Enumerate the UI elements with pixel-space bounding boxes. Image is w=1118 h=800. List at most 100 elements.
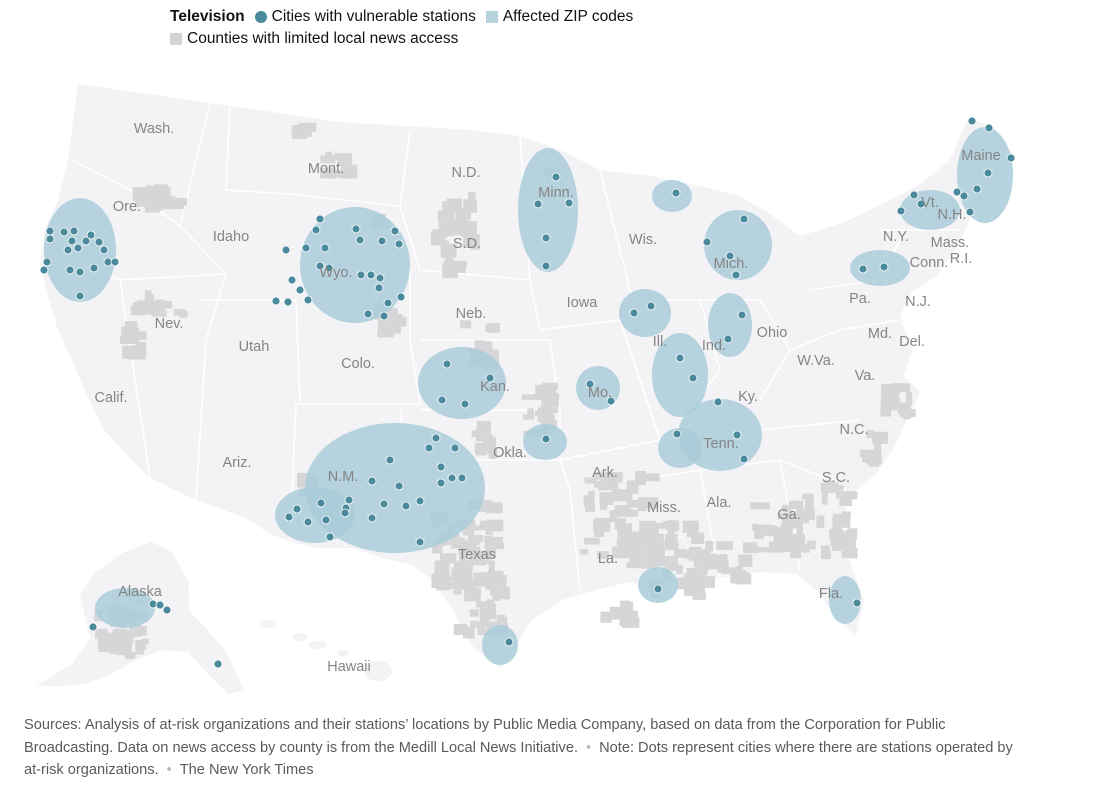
- city-dot: [99, 245, 109, 255]
- limited-county: [775, 527, 782, 536]
- limited-county: [103, 632, 118, 643]
- limited-county: [470, 620, 479, 628]
- city-dot: [896, 206, 906, 216]
- limited-county: [897, 402, 911, 414]
- limited-county: [807, 540, 816, 550]
- city-dot: [675, 353, 685, 363]
- city-dot: [325, 532, 335, 542]
- separator-dot-icon: •: [586, 739, 592, 756]
- limited-county: [297, 472, 308, 488]
- limited-county: [328, 170, 346, 178]
- us-map: Wash. Mont. N.D. Minn. Maine Ore. Idaho …: [36, 84, 1016, 694]
- limited-county: [291, 125, 308, 139]
- state-label: Iowa: [567, 295, 599, 311]
- limited-county: [527, 408, 534, 420]
- limited-county: [173, 309, 185, 316]
- limited-county: [872, 431, 888, 444]
- limited-county: [466, 578, 473, 592]
- limited-county: [460, 320, 472, 329]
- limited-county: [600, 611, 612, 623]
- limited-county: [157, 196, 175, 209]
- city-dot: [585, 379, 595, 389]
- city-dot: [271, 296, 281, 306]
- city-dot: [909, 190, 919, 200]
- sources-text: Sources: Analysis of at-risk organizatio…: [24, 717, 946, 756]
- city-dot: [672, 429, 682, 439]
- limited-county: [816, 515, 825, 528]
- limited-county: [386, 314, 403, 322]
- city-dot: [351, 224, 361, 234]
- city-dot: [42, 257, 52, 267]
- state-label: Mo.: [588, 385, 612, 401]
- legend-row-1: Television Cities with vulnerable statio…: [170, 6, 643, 28]
- city-dot: [401, 501, 411, 511]
- limited-county: [337, 154, 353, 165]
- limited-county: [135, 341, 147, 356]
- limited-county: [841, 547, 858, 559]
- limited-county: [820, 482, 839, 492]
- state-label: Wash.: [134, 121, 175, 137]
- city-dot: [281, 245, 291, 255]
- city-dot: [959, 191, 969, 201]
- city-dot: [315, 261, 325, 271]
- limited-county: [109, 640, 118, 654]
- limited-county: [803, 543, 810, 553]
- hawaii-islands: [260, 620, 392, 681]
- limited-county: [665, 523, 673, 530]
- limited-county: [479, 615, 490, 628]
- city-dot: [379, 311, 389, 321]
- limited-county: [124, 651, 136, 659]
- city-dot: [460, 399, 470, 409]
- limited-county: [598, 483, 612, 491]
- limited-county: [688, 547, 702, 561]
- limited-county: [434, 240, 447, 246]
- limited-county: [97, 635, 107, 648]
- legend-item-limited-news: Counties with limited local news access: [170, 28, 458, 50]
- limited-county: [453, 623, 468, 635]
- limited-county: [119, 647, 132, 654]
- city-dot: [629, 308, 639, 318]
- limited-county: [485, 502, 503, 514]
- state-label: W.Va.: [797, 353, 835, 369]
- state-label: N.D.: [452, 165, 481, 181]
- affected-zip-region: [95, 588, 155, 628]
- limited-county: [467, 191, 476, 204]
- limited-county: [692, 593, 707, 600]
- limited-county: [791, 517, 803, 529]
- limited-county: [453, 589, 462, 595]
- city-dot: [731, 270, 741, 280]
- legend-item-affected-zip: Affected ZIP codes: [485, 6, 633, 28]
- limited-county: [541, 392, 559, 407]
- state-label: N.Y.: [883, 229, 909, 245]
- vulnerable-city-dots: [39, 116, 1016, 669]
- limited-county: [648, 549, 665, 560]
- limited-county: [436, 577, 450, 591]
- limited-county: [584, 537, 600, 545]
- city-dot: [69, 226, 79, 236]
- city-dot: [424, 443, 434, 453]
- limited-county: [147, 193, 159, 202]
- limited-county: [626, 499, 642, 508]
- limited-county: [611, 546, 629, 559]
- limited-county: [632, 533, 648, 541]
- limited-county: [717, 560, 729, 573]
- state-label: Ky.: [738, 389, 758, 405]
- limited-county: [588, 490, 595, 505]
- city-dot: [723, 334, 733, 344]
- limited-county: [151, 310, 167, 317]
- limited-county: [446, 582, 464, 589]
- limited-county: [471, 241, 480, 250]
- limited-county: [684, 572, 697, 583]
- limited-county: [664, 542, 679, 551]
- city-dot: [367, 513, 377, 523]
- limited-county: [488, 560, 495, 576]
- limited-county: [437, 210, 455, 220]
- affected-zip-region: [829, 576, 861, 624]
- limited-county: [471, 535, 480, 546]
- limited-county: [623, 601, 634, 614]
- limited-county: [847, 528, 858, 540]
- limited-county: [641, 558, 657, 569]
- limited-county: [146, 203, 163, 211]
- city-dot: [485, 373, 495, 383]
- state-label: Nev.: [155, 316, 184, 332]
